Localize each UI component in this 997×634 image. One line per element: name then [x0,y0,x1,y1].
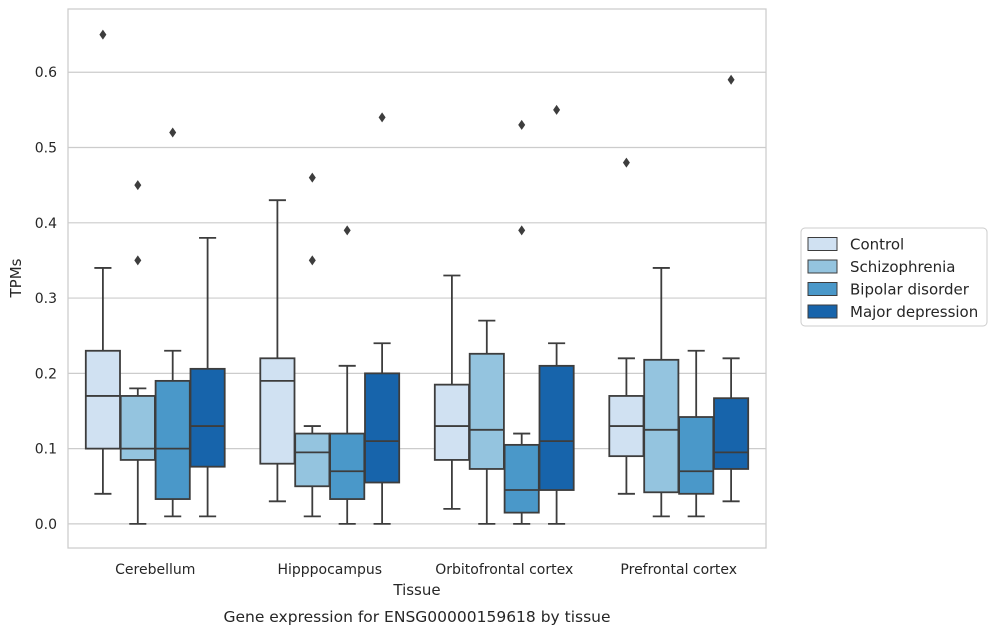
outlier-point [99,29,107,40]
box-body [678,416,715,495]
box-0-0 [84,29,121,495]
outlier-point [134,255,142,266]
box-0-3 [608,157,645,495]
box-2-0 [154,127,191,518]
y-tick-label: 0.1 [35,442,57,458]
box-body [468,352,505,470]
box-3-3 [713,74,750,503]
legend-swatch [807,282,838,296]
y-tick-label: 0.2 [35,366,57,382]
box-body [503,443,540,514]
outlier-point [378,112,386,123]
legend-label: Schizophrenia [850,258,955,276]
outlier-point [518,119,526,130]
legend-swatch [807,259,838,274]
outlier-point [622,157,630,168]
y-tick-label: 0.3 [35,291,57,307]
outlier-point [553,104,561,115]
box-3-0 [189,236,226,518]
box-1-0 [119,180,156,525]
box-1-2 [468,319,505,525]
outlier-point [134,180,142,191]
box-body [329,432,366,500]
box-body [189,367,226,468]
box-body [84,349,121,450]
y-axis-title: TPMs [7,258,25,298]
legend: Control Schizophrenia Bipolar disorder Majo… [800,227,988,327]
x-tick-label: Hipppocampus [277,562,382,578]
box-3-1 [364,112,401,525]
figure-caption: Gene expression for ENSG00000159618 by t… [223,608,610,626]
boxes [84,29,750,525]
box-1-3 [643,267,680,518]
x-tick-label: Cerebellum [115,562,195,578]
legend-label: Bipolar disorder [850,281,970,299]
box-0-2 [433,274,470,510]
box-1-1 [294,172,331,518]
box-body [154,379,191,500]
box-body [713,397,750,470]
box-2-3 [678,349,715,518]
box-body [364,372,401,484]
y-tick-label: 0.0 [35,517,57,533]
outlier-point [727,74,735,85]
outlier-point [518,225,526,236]
box-0-1 [259,199,296,503]
y-tick-label: 0.4 [35,216,57,232]
legend-swatch [807,237,838,251]
legend-label: Major depression [850,303,978,321]
box-body [643,358,680,494]
legend-label: Control [850,236,904,254]
y-tick-labels: 0.0 0.1 0.2 0.3 0.4 0.5 0.6 [35,65,57,533]
outlier-point [308,172,316,183]
box-body [538,364,575,491]
x-tick-label: Orbitofrontal cortex [435,562,573,578]
x-tick-labels: Cerebellum Hipppocampus Orbitofrontal cort… [115,562,737,578]
box-body [294,432,331,488]
outlier-point [308,255,316,266]
outlier-point [343,225,351,236]
legend-swatch [807,304,838,319]
outlier-point [169,127,177,138]
box-body [433,383,470,461]
y-tick-label: 0.5 [35,141,57,157]
y-tick-label: 0.6 [35,65,57,81]
box-3-2 [538,104,575,525]
box-body [259,357,296,465]
x-axis-title: Tissue [392,581,440,599]
box-body [119,395,156,461]
x-tick-label: Prefrontal cortex [620,562,737,578]
legend-frame [800,227,988,327]
